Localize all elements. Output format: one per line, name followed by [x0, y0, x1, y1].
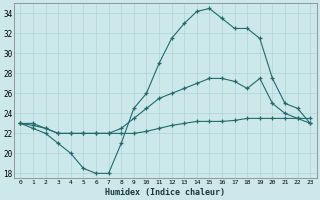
- X-axis label: Humidex (Indice chaleur): Humidex (Indice chaleur): [105, 188, 225, 197]
